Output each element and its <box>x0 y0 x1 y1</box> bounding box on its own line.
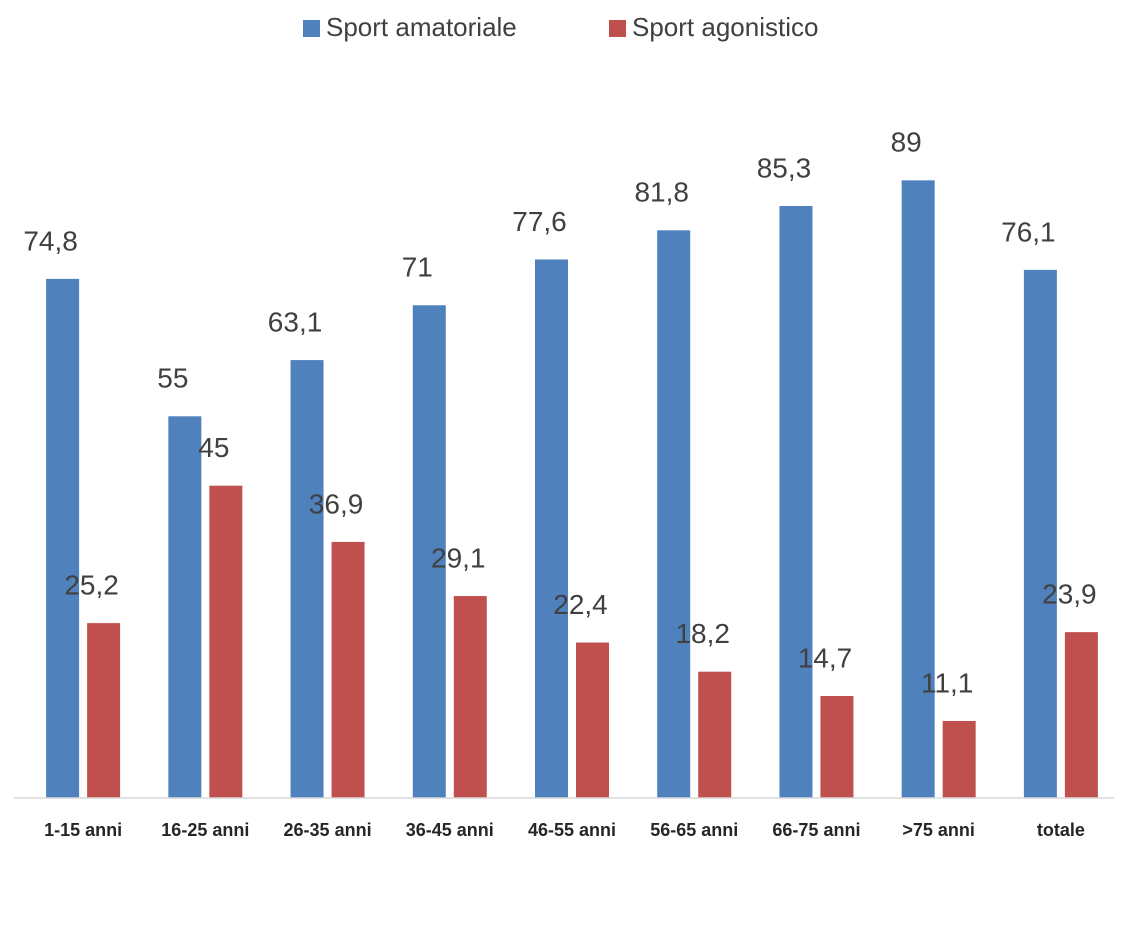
bar <box>576 642 609 798</box>
data-label: 85,3 <box>757 152 812 183</box>
bar <box>331 541 365 798</box>
x-tick-label: 66-75 anni <box>772 820 860 840</box>
x-tick-label: 1-15 anni <box>44 820 122 840</box>
data-label: 81,8 <box>634 177 689 208</box>
data-label: 77,6 <box>512 206 567 237</box>
bar <box>209 485 243 798</box>
bar <box>1023 269 1057 799</box>
data-label: 25,2 <box>64 570 119 601</box>
data-label: 63,1 <box>268 306 323 337</box>
data-label: 55 <box>157 363 188 394</box>
data-label: 29,1 <box>431 542 486 573</box>
bar <box>657 230 691 799</box>
bar <box>168 416 202 798</box>
data-label: 14,7 <box>798 642 853 673</box>
bar <box>1064 632 1098 798</box>
x-tick-label: 46-55 anni <box>528 820 616 840</box>
x-tick-label: >75 anni <box>902 820 975 840</box>
data-label: 22,4 <box>553 589 608 620</box>
bar <box>46 278 80 798</box>
data-label: 89 <box>891 127 922 158</box>
legend-label: Sport agonistico <box>632 12 818 42</box>
bar <box>779 206 813 798</box>
bar <box>87 623 121 798</box>
bar <box>942 720 976 798</box>
data-label: 71 <box>402 252 433 283</box>
bar <box>820 695 854 798</box>
bar <box>290 360 324 798</box>
bar <box>412 305 446 798</box>
data-label: 74,8 <box>23 225 78 256</box>
data-label: 36,9 <box>309 488 364 519</box>
x-tick-label: 36-45 anni <box>406 820 494 840</box>
x-tick-label: 26-35 anni <box>284 820 372 840</box>
legend-swatch <box>303 20 320 37</box>
bar <box>698 671 732 798</box>
bar <box>453 596 487 798</box>
legend-swatch <box>609 20 626 37</box>
x-tick-label: totale <box>1037 820 1085 840</box>
x-tick-label: 56-65 anni <box>650 820 738 840</box>
data-label: 23,9 <box>1042 579 1097 610</box>
data-label: 18,2 <box>675 618 730 649</box>
x-tick-label: 16-25 anni <box>161 820 249 840</box>
data-label: 45 <box>198 432 229 463</box>
data-label: 76,1 <box>1001 216 1056 247</box>
bar <box>901 180 935 799</box>
data-label: 11,1 <box>921 667 973 698</box>
legend-label: Sport amatoriale <box>326 12 517 42</box>
bar <box>535 259 568 798</box>
